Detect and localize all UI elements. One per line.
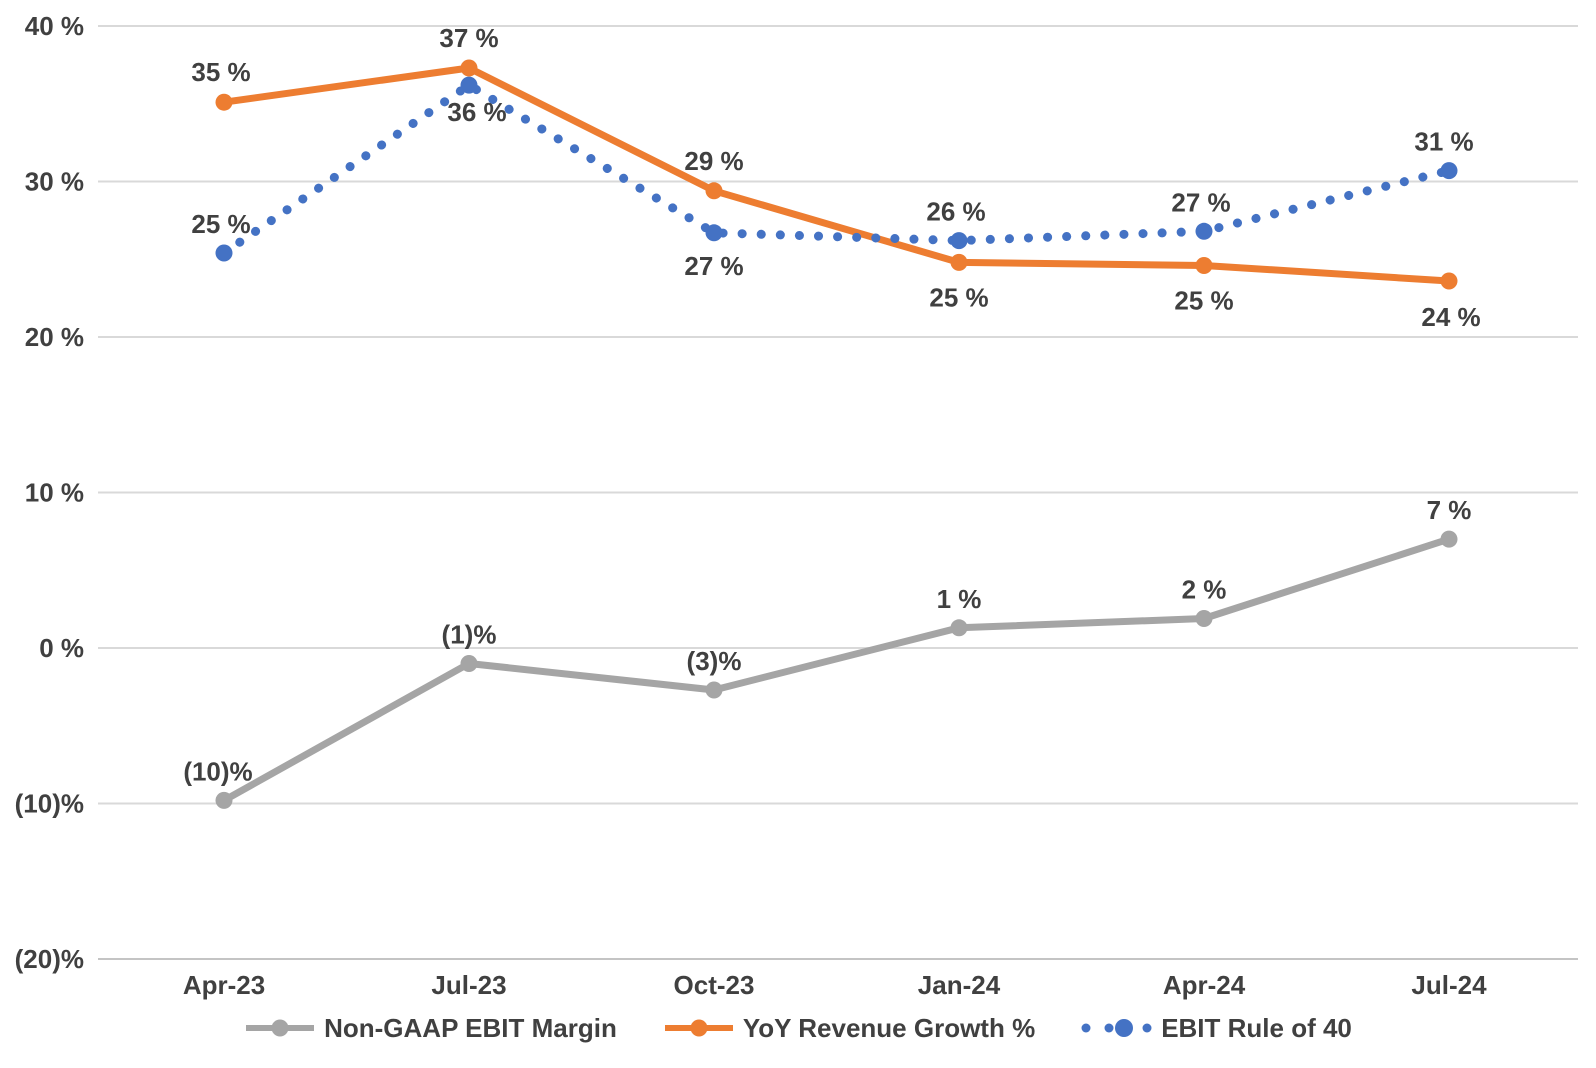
data-point-label-ebit-rule-of-40: 36 % bbox=[447, 97, 506, 127]
x-tick-label: Apr-23 bbox=[183, 970, 265, 1000]
x-tick-label: Jul-23 bbox=[431, 970, 506, 1000]
y-tick-label: 0 % bbox=[39, 633, 84, 663]
data-point-marker-yoy-revenue-growth bbox=[215, 93, 233, 111]
legend-label-non-gaap-ebit-margin: Non-GAAP EBIT Margin bbox=[324, 1012, 617, 1043]
data-point-marker-ebit-rule-of-40 bbox=[215, 244, 233, 262]
data-point-marker-non-gaap-ebit-margin bbox=[950, 619, 968, 637]
x-tick-label: Jul-24 bbox=[1411, 970, 1487, 1000]
x-tick-label: Apr-24 bbox=[1163, 970, 1246, 1000]
data-point-marker-yoy-revenue-growth bbox=[950, 253, 968, 271]
y-tick-label: (10)% bbox=[15, 789, 84, 819]
series-line-ebit-rule-of-40 bbox=[219, 79, 1454, 258]
data-point-label-non-gaap-ebit-margin: 2 % bbox=[1182, 575, 1227, 605]
data-point-label-yoy-revenue-growth: 35 % bbox=[191, 57, 250, 87]
data-point-marker-ebit-rule-of-40 bbox=[460, 76, 478, 94]
chart-legend: Non-GAAP EBIT Margin YoY Revenue Growth %… bbox=[0, 1004, 1596, 1052]
data-point-marker-non-gaap-ebit-margin bbox=[460, 655, 478, 672]
data-point-marker-ebit-rule-of-40 bbox=[705, 224, 723, 242]
data-point-label-yoy-revenue-growth: 24 % bbox=[1421, 302, 1480, 332]
data-point-label-yoy-revenue-growth: 37 % bbox=[439, 23, 498, 53]
y-tick-label: 30 % bbox=[25, 167, 84, 197]
data-point-marker-ebit-rule-of-40 bbox=[1440, 162, 1458, 180]
legend-item-ebit-rule-of-40: EBIT Rule of 40 bbox=[1081, 1013, 1352, 1044]
legend-label-yoy-revenue-growth: YoY Revenue Growth % bbox=[742, 1012, 1036, 1043]
data-point-label-yoy-revenue-growth: 29 % bbox=[684, 146, 743, 176]
y-tick-label: 20 % bbox=[25, 322, 84, 352]
data-point-label-ebit-rule-of-40: 31 % bbox=[1414, 127, 1473, 157]
data-point-marker-non-gaap-ebit-margin bbox=[705, 681, 723, 699]
data-point-label-non-gaap-ebit-margin: (10)% bbox=[183, 756, 252, 786]
data-point-marker-yoy-revenue-growth bbox=[460, 59, 478, 77]
data-point-marker-ebit-rule-of-40 bbox=[950, 232, 968, 250]
data-point-label-non-gaap-ebit-margin: (3)% bbox=[687, 646, 742, 676]
legend-swatch-ebit-rule-of-40 bbox=[1081, 1019, 1152, 1037]
data-point-marker-yoy-revenue-growth bbox=[1195, 257, 1213, 274]
legend-swatch-non-gaap-ebit-margin bbox=[246, 1019, 315, 1037]
data-point-label-non-gaap-ebit-margin: 1 % bbox=[937, 584, 982, 614]
data-point-label-yoy-revenue-growth: 25 % bbox=[929, 282, 988, 312]
series-line-non-gaap-ebit-margin bbox=[220, 535, 1453, 804]
data-point-label-ebit-rule-of-40: 27 % bbox=[1171, 187, 1230, 217]
data-point-label-non-gaap-ebit-margin: (1)% bbox=[442, 620, 497, 650]
x-tick-label: Jan-24 bbox=[918, 970, 1001, 1000]
y-tick-label: (20)% bbox=[15, 944, 84, 974]
data-point-marker-non-gaap-ebit-margin bbox=[215, 791, 233, 809]
legend-swatch-yoy-revenue-growth bbox=[664, 1019, 733, 1037]
data-point-label-non-gaap-ebit-margin: 7 % bbox=[1427, 495, 1472, 525]
y-tick-label: 40 % bbox=[25, 11, 84, 41]
y-tick-label: 10 % bbox=[25, 478, 84, 508]
data-point-marker-yoy-revenue-growth bbox=[1440, 272, 1458, 290]
legend-item-yoy-revenue-growth: YoY Revenue Growth % bbox=[663, 1013, 1035, 1044]
data-point-marker-non-gaap-ebit-margin bbox=[1195, 610, 1213, 627]
data-point-label-ebit-rule-of-40: 27 % bbox=[684, 251, 743, 281]
data-point-label-ebit-rule-of-40: 26 % bbox=[926, 197, 985, 227]
legend-label-ebit-rule-of-40: EBIT Rule of 40 bbox=[1161, 1012, 1352, 1043]
data-point-label-ebit-rule-of-40: 25 % bbox=[191, 209, 250, 239]
data-point-marker-yoy-revenue-growth bbox=[705, 182, 723, 200]
data-point-label-yoy-revenue-growth: 25 % bbox=[1174, 286, 1233, 316]
data-point-marker-ebit-rule-of-40 bbox=[1195, 222, 1213, 240]
legend-item-non-gaap-ebit-margin: Non-GAAP EBIT Margin bbox=[244, 1013, 617, 1044]
series-line-yoy-revenue-growth bbox=[220, 64, 1453, 285]
data-point-marker-non-gaap-ebit-margin bbox=[1440, 530, 1458, 548]
x-tick-label: Oct-23 bbox=[674, 970, 755, 1000]
